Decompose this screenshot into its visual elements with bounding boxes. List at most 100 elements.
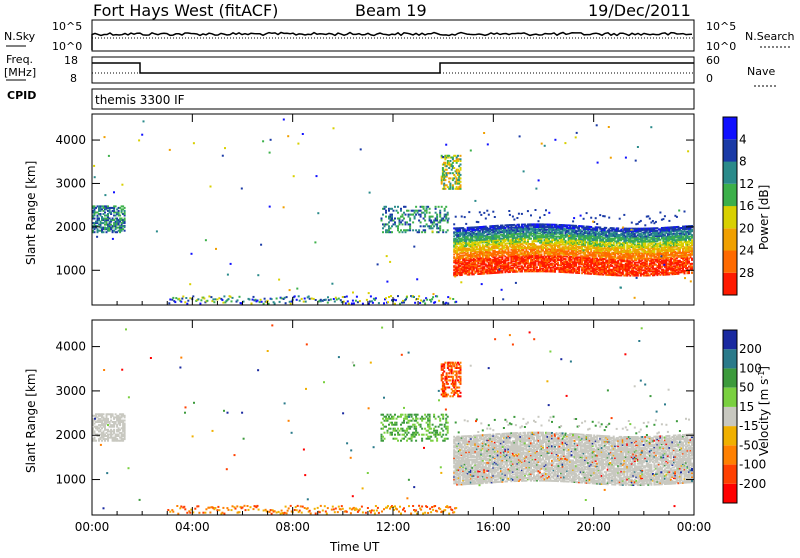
data-cell — [549, 253, 552, 256]
data-cell — [539, 216, 541, 219]
data-cell — [511, 248, 514, 251]
data-cell — [551, 262, 553, 265]
data-cell — [496, 245, 499, 248]
data-cell — [633, 243, 636, 246]
data-cell — [576, 260, 579, 263]
data-cell — [560, 230, 563, 233]
data-cell — [654, 253, 657, 256]
data-cell — [602, 234, 605, 237]
data-cell — [633, 249, 636, 252]
data-cell — [471, 231, 474, 234]
data-cell — [654, 227, 657, 230]
data-cell — [647, 245, 650, 248]
data-cell — [552, 239, 555, 242]
data-cell — [484, 236, 487, 239]
data-cell — [496, 258, 499, 261]
data-cell — [501, 251, 504, 254]
data-cell — [582, 239, 585, 242]
data-cell — [591, 239, 594, 242]
data-cell — [498, 232, 501, 235]
data-cell — [487, 239, 490, 242]
data-cell — [651, 231, 654, 234]
data-cell — [474, 226, 477, 229]
data-cell — [623, 245, 626, 248]
data-cell — [566, 255, 569, 258]
data-cell — [602, 239, 605, 242]
data-cell — [609, 258, 612, 261]
data-cell — [481, 240, 484, 243]
data-cell — [490, 261, 493, 264]
data-cell — [471, 248, 474, 251]
data-cell — [605, 273, 608, 276]
data-cell — [542, 243, 544, 245]
data-cell — [656, 270, 659, 273]
data-cell — [558, 230, 561, 233]
data-cell — [516, 256, 519, 259]
data-cell — [534, 226, 537, 228]
data-cell — [525, 241, 528, 244]
data-cell — [623, 228, 626, 231]
data-cell — [602, 265, 605, 268]
data-cell — [591, 271, 594, 274]
data-cell — [557, 225, 559, 228]
data-cell — [545, 261, 547, 264]
data-cell — [525, 243, 528, 245]
data-cell — [520, 253, 523, 256]
data-cell — [480, 213, 483, 216]
data-cell — [174, 301, 177, 304]
data-cell — [540, 244, 543, 247]
data-cell — [472, 226, 475, 229]
data-cell — [477, 250, 480, 253]
data-cell — [569, 266, 572, 269]
data-cell — [594, 232, 597, 235]
data-cell — [558, 247, 561, 250]
data-cell — [495, 232, 498, 235]
data-cell — [548, 231, 550, 234]
data-cell — [525, 253, 528, 256]
data-cell — [554, 244, 556, 247]
data-cell — [168, 302, 171, 305]
data-cell — [520, 232, 523, 235]
data-cell — [629, 249, 632, 252]
data-cell — [531, 242, 534, 245]
data-cell — [486, 236, 489, 238]
data-cell — [520, 256, 523, 259]
data-cell — [475, 238, 478, 240]
data-cell — [573, 239, 576, 242]
data-cell — [647, 215, 650, 218]
data-cell — [612, 239, 615, 241]
data-cell — [508, 245, 511, 247]
data-cell — [560, 270, 563, 273]
data-cell — [624, 228, 627, 231]
data-cell — [691, 234, 693, 237]
data-cell — [591, 257, 594, 260]
noise-right-tick-top: 10^5 — [706, 20, 736, 33]
data-cell — [545, 228, 547, 231]
data-cell — [465, 264, 468, 267]
data-cell — [630, 268, 633, 271]
data-cell — [472, 231, 475, 234]
data-cell — [635, 223, 638, 226]
data-cell — [614, 256, 617, 258]
data-cell — [456, 269, 459, 271]
data-cell — [489, 270, 492, 273]
data-cell — [469, 239, 472, 242]
data-cell — [472, 252, 475, 255]
data-cell — [454, 257, 457, 260]
data-cell — [457, 255, 460, 258]
data-cell — [484, 230, 487, 233]
data-cell — [608, 237, 611, 240]
data-cell — [567, 231, 570, 233]
data-cell — [534, 261, 537, 264]
data-cell — [593, 227, 596, 230]
data-cell — [620, 243, 623, 246]
data-cell — [508, 271, 511, 273]
data-cell — [653, 229, 656, 232]
data-cell — [469, 263, 472, 266]
data-cell — [584, 251, 587, 254]
data-cell — [468, 228, 471, 230]
data-cell — [602, 273, 605, 276]
data-cell — [618, 230, 621, 233]
data-cell — [531, 224, 534, 227]
data-cell — [566, 266, 569, 268]
